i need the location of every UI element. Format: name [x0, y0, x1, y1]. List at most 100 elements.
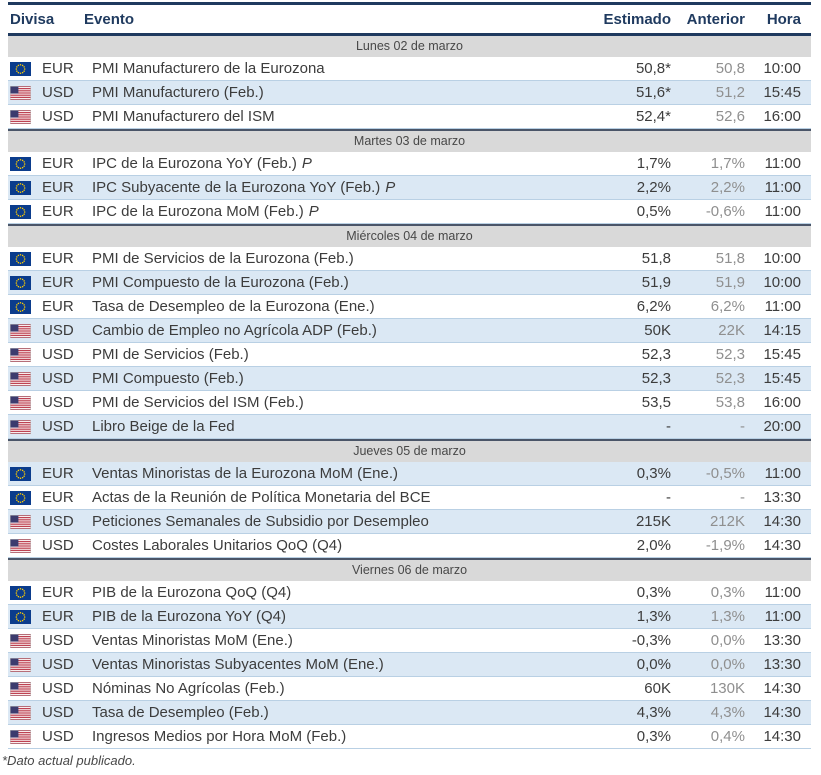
- eu-flag-icon: [10, 275, 32, 290]
- estimado-value: 0,0%: [636, 656, 671, 673]
- event-text: Ventas Minoristas de la Eurozona MoM (En…: [92, 465, 398, 482]
- currency-code: USD: [42, 322, 74, 339]
- event-name: PMI Manufacturero de la Eurozona: [92, 60, 585, 77]
- day-rows: EUR Ventas Minoristas de la Eurozona MoM…: [8, 462, 811, 558]
- currency-code: EUR: [42, 608, 74, 625]
- currency-code: USD: [42, 680, 74, 697]
- event-name: PMI Compuesto (Feb.): [92, 370, 585, 387]
- event-text: Peticiones Semanales de Subsidio por Des…: [92, 513, 429, 530]
- hora-value: 10:00: [763, 274, 801, 291]
- currency-code: USD: [42, 108, 74, 125]
- eu-flag-icon: [10, 299, 32, 314]
- anterior-value: 212K: [709, 513, 745, 530]
- us-flag-icon: [10, 633, 31, 648]
- hora-value: 10:00: [763, 60, 801, 77]
- hora-value: 16:00: [763, 108, 801, 125]
- event-text: PMI Manufacturero del ISM: [92, 108, 275, 125]
- anterior-value: -1,9%: [705, 537, 745, 554]
- event-row: EUR PIB de la Eurozona QoQ (Q4) 0,3% 0,3…: [8, 581, 811, 605]
- eu-flag-icon: [10, 585, 31, 600]
- day-section: Lunes 02 de marzo EUR PMI Manufacturero …: [8, 36, 811, 129]
- estimado-value: 1,7%: [636, 155, 671, 172]
- footnote: *Dato actual publicado.: [2, 753, 136, 768]
- currency-code: EUR: [42, 465, 74, 482]
- event-text: Tasa de Desempleo de la Eurozona (Ene.): [92, 298, 375, 315]
- us-flag-icon: [10, 633, 32, 648]
- event-row: USD Ingresos Medios por Hora MoM (Feb.) …: [8, 725, 811, 749]
- currency-code: EUR: [42, 274, 74, 291]
- currency-code: USD: [42, 84, 74, 101]
- hora-value: 11:00: [764, 203, 801, 220]
- anterior-value: 51,8: [715, 250, 745, 267]
- event-row: USD Ventas Minoristas Subyacentes MoM (E…: [8, 653, 811, 677]
- eu-flag-icon: [10, 204, 32, 219]
- anterior-value: 4,3%: [710, 704, 745, 721]
- hora-value: 15:45: [763, 84, 801, 101]
- us-flag-icon: [10, 323, 31, 338]
- estimado-value: 0,3%: [636, 728, 671, 745]
- currency-code: USD: [42, 728, 74, 745]
- event-row: EUR IPC de la Eurozona YoY (Feb.) P 1,7% …: [8, 152, 811, 176]
- event-row: USD PMI Manufacturero del ISM 52,4* 52,6…: [8, 105, 811, 129]
- us-flag-icon: [10, 347, 32, 362]
- hora-value: 15:45: [763, 346, 801, 363]
- day-section: Miércoles 04 de marzo EUR PMI de Servici…: [8, 224, 811, 439]
- event-name: Cambio de Empleo no Agrícola ADP (Feb.): [92, 322, 585, 339]
- currency-code: USD: [42, 394, 74, 411]
- estimado-value: 51,9: [641, 274, 671, 291]
- us-flag-icon: [10, 681, 32, 696]
- hora-value: 16:00: [763, 394, 801, 411]
- event-text: Ingresos Medios por Hora MoM (Feb.): [92, 728, 347, 745]
- column-header-hora: Hora: [766, 10, 801, 28]
- estimado-value: -0,3%: [631, 632, 671, 649]
- currency-code: USD: [42, 632, 74, 649]
- event-name: Ventas Minoristas Subyacentes MoM (Ene.): [92, 656, 585, 673]
- currency-code: EUR: [42, 298, 74, 315]
- estimado-value: 4,3%: [636, 704, 671, 721]
- eu-flag-icon: [10, 299, 31, 314]
- table-header-row: Divisa Evento Estimado Anterior Hora: [8, 5, 811, 36]
- estimado-value: 2,0%: [636, 537, 671, 554]
- event-name: PMI de Servicios de la Eurozona (Feb.): [92, 250, 585, 267]
- hora-value: 15:45: [763, 370, 801, 387]
- anterior-value: 51,2: [715, 84, 745, 101]
- event-row: EUR PMI Manufacturero de la Eurozona 50,…: [8, 57, 811, 81]
- event-row: USD Nóminas No Agrícolas (Feb.) 60K 130K…: [8, 677, 811, 701]
- currency-code: EUR: [42, 203, 74, 220]
- event-text: Costes Laborales Unitarios QoQ (Q4): [92, 537, 343, 554]
- eu-flag-icon: [10, 251, 32, 266]
- event-text: PMI de Servicios de la Eurozona (Feb.): [92, 250, 354, 267]
- hora-value: 11:00: [764, 608, 801, 625]
- anterior-value: 51,9: [715, 274, 745, 291]
- event-preliminary-flag: P: [308, 203, 319, 220]
- anterior-value: 52,6: [715, 108, 745, 125]
- event-row: USD Peticiones Semanales de Subsidio por…: [8, 510, 811, 534]
- event-name: Peticiones Semanales de Subsidio por Des…: [92, 513, 585, 530]
- event-row: USD PMI Compuesto (Feb.) 52,3 52,3 15:45: [8, 367, 811, 391]
- day-rows: EUR PMI de Servicios de la Eurozona (Feb…: [8, 247, 811, 439]
- currency-code: USD: [42, 418, 74, 435]
- eu-flag-icon: [10, 466, 32, 481]
- estimado-value: 51,8: [641, 250, 671, 267]
- event-text: PMI Manufacturero (Feb.): [92, 84, 264, 101]
- event-text: IPC Subyacente de la Eurozona YoY (Feb.): [92, 179, 381, 196]
- estimado-value: 0,5%: [636, 203, 671, 220]
- event-name: PIB de la Eurozona QoQ (Q4): [92, 584, 585, 601]
- us-flag-icon: [10, 323, 32, 338]
- event-row: EUR PMI de Servicios de la Eurozona (Feb…: [8, 247, 811, 271]
- hora-value: 11:00: [764, 179, 801, 196]
- estimado-value: 60K: [644, 680, 671, 697]
- us-flag-icon: [10, 85, 31, 100]
- hora-value: 14:30: [763, 728, 801, 745]
- hora-value: 11:00: [764, 584, 801, 601]
- event-text: PIB de la Eurozona QoQ (Q4): [92, 584, 292, 601]
- hora-value: 11:00: [764, 465, 801, 482]
- estimado-value: 0,3%: [636, 465, 671, 482]
- estimado-value: 53,5: [641, 394, 671, 411]
- eu-flag-icon: [10, 180, 32, 195]
- day-rows: EUR PMI Manufacturero de la Eurozona 50,…: [8, 57, 811, 129]
- eu-flag-icon: [10, 180, 31, 195]
- us-flag-icon: [10, 729, 31, 744]
- event-row: USD Tasa de Desempleo (Feb.) 4,3% 4,3% 1…: [8, 701, 811, 725]
